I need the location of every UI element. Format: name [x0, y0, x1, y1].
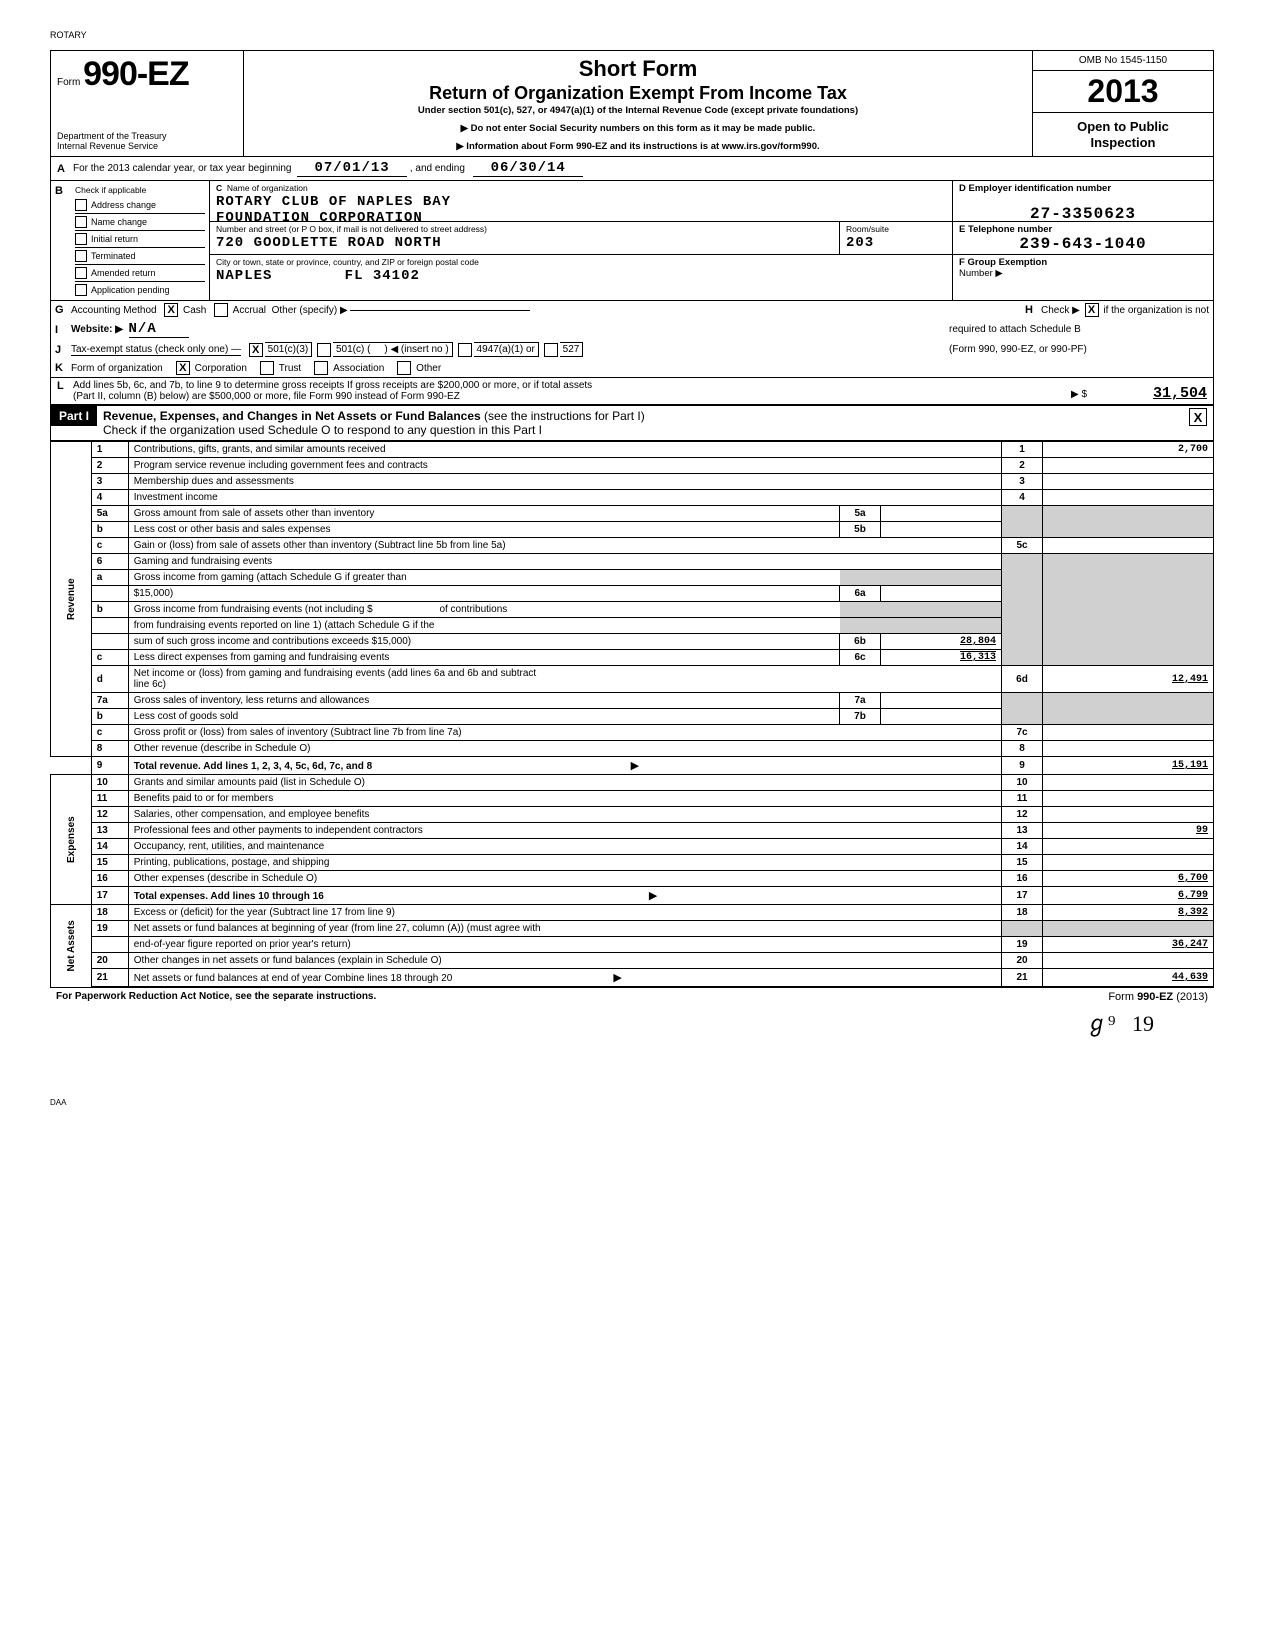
open-inspection: Open to PublicInspection — [1033, 113, 1213, 156]
part1-header: Part I Revenue, Expenses, and Changes in… — [50, 406, 1214, 441]
ssn-warning: ▶ Do not enter Social Security numbers o… — [250, 123, 1026, 134]
line6c-amt: 16,313 — [881, 650, 1002, 666]
ein: 27-3350623 — [959, 205, 1207, 223]
form-header: Form 990-EZ Department of the TreasuryIn… — [50, 50, 1214, 157]
row-i-website: I Website: ▶ N/A required to attach Sche… — [50, 319, 1214, 340]
chk-name[interactable] — [75, 216, 87, 228]
signature: ℊ⁹ 19 — [50, 1006, 1214, 1038]
chk-pending[interactable] — [75, 284, 87, 296]
line18-amt: 8,392 — [1043, 905, 1214, 921]
city: NAPLES — [216, 268, 272, 284]
dept-label: Department of the TreasuryInternal Reven… — [57, 132, 237, 152]
row-j-exempt: J Tax-exempt status (check only one) — X… — [50, 340, 1214, 359]
chk-initial[interactable] — [75, 233, 87, 245]
chk-4947[interactable] — [458, 343, 472, 357]
line1-amt: 2,700 — [1043, 442, 1214, 458]
chk-527[interactable] — [544, 343, 558, 357]
chk-amended[interactable] — [75, 267, 87, 279]
chk-accrual[interactable] — [214, 303, 228, 317]
chk-501c[interactable] — [317, 343, 331, 357]
chk-501c3[interactable]: X — [249, 343, 263, 357]
omb-number: OMB No 1545-1150 — [1033, 51, 1213, 71]
line13-amt: 99 — [1043, 823, 1214, 839]
return-title: Return of Organization Exempt From Incom… — [250, 83, 1026, 104]
top-corner-label: ROTARY — [50, 30, 1214, 40]
chk-terminated[interactable] — [75, 250, 87, 262]
line21-amt: 44,639 — [1043, 969, 1214, 988]
org-name-1: ROTARY CLUB OF NAPLES BAY — [216, 194, 451, 210]
chk-corp[interactable]: X — [176, 361, 190, 375]
chk-other-org[interactable] — [397, 361, 411, 375]
info-line: ▶ Information about Form 990-EZ and its … — [250, 141, 1026, 152]
state-zip: FL 34102 — [345, 268, 420, 284]
chk-schedule-o[interactable]: X — [1189, 408, 1207, 426]
identity-block: B Check if applicable Address change Nam… — [50, 181, 1214, 301]
room-suite: 203 — [846, 235, 874, 251]
subtitle: Under section 501(c), 527, or 4947(a)(1)… — [250, 105, 1026, 116]
chk-assoc[interactable] — [314, 361, 328, 375]
daa-label: DAA — [50, 1098, 1214, 1107]
website-value: N/A — [129, 321, 189, 338]
phone: 239-643-1040 — [959, 235, 1207, 253]
line19-amt: 36,247 — [1043, 937, 1214, 953]
tax-year: 2013 — [1033, 71, 1213, 113]
row-l-gross: L Add lines 5b, 6c, and 7b, to line 9 to… — [50, 378, 1214, 406]
expenses-label: Expenses — [51, 775, 92, 905]
row-k-orgform: K Form of organization X Corporation Tru… — [50, 359, 1214, 378]
line16-amt: 6,700 — [1043, 871, 1214, 887]
short-form-title: Short Form — [250, 56, 1026, 82]
line9-amt: 15,191 — [1043, 757, 1214, 775]
gross-receipts: 31,504 — [1107, 385, 1207, 402]
revenue-label: Revenue — [51, 442, 92, 757]
line17-amt: 6,799 — [1043, 887, 1214, 905]
row-g-accounting: G Accounting Method X Cash Accrual Other… — [50, 301, 1214, 319]
chk-address[interactable] — [75, 199, 87, 211]
form-number: Form 990-EZ — [57, 55, 237, 94]
line6d-amt: 12,491 — [1043, 666, 1214, 693]
check-applicable: Check if applicable Address change Name … — [71, 181, 210, 300]
line6b-amt: 28,804 — [881, 634, 1002, 650]
street-address: 720 GOODLETTE ROAD NORTH — [216, 235, 442, 251]
row-a-tax-year: A For the 2013 calendar year, or tax yea… — [50, 157, 1214, 181]
chk-trust[interactable] — [260, 361, 274, 375]
chk-schedb[interactable]: X — [1085, 303, 1099, 317]
chk-cash[interactable]: X — [164, 303, 178, 317]
lines-table: Revenue 1Contributions, gifts, grants, a… — [50, 441, 1214, 988]
footer: For Paperwork Reduction Act Notice, see … — [50, 988, 1214, 1006]
netassets-label: Net Assets — [51, 905, 92, 988]
